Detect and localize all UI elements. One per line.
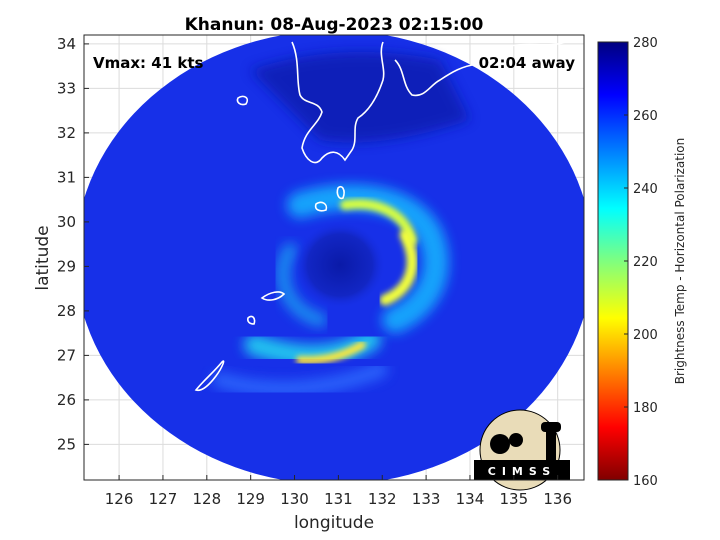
x-axis-label: longitude bbox=[294, 513, 374, 533]
cimss-logo-text: CIMSS bbox=[488, 465, 556, 478]
x-tick-label: 128 bbox=[192, 490, 221, 508]
x-tick-label: 133 bbox=[412, 490, 441, 508]
x-tick-label: 132 bbox=[368, 490, 397, 508]
kyushu-coast bbox=[291, 41, 385, 164]
colorbar-tick-label: 220 bbox=[633, 255, 658, 270]
rainband-east-yellow bbox=[379, 229, 418, 306]
rainband-outer-south bbox=[212, 362, 388, 397]
storm-eye bbox=[294, 221, 386, 309]
y-axis-ticks: 25 26 27 28 29 30 31 32 33 34 bbox=[57, 35, 89, 453]
colorbar-tick-label: 200 bbox=[633, 328, 658, 343]
y-tick-label: 28 bbox=[57, 302, 76, 320]
y-axis-label: latitude bbox=[33, 225, 53, 290]
y-tick-label: 31 bbox=[57, 168, 76, 186]
okinawa-coast bbox=[194, 360, 225, 392]
northern-cold-sector bbox=[250, 52, 470, 143]
tanegashima-coast bbox=[314, 201, 328, 212]
honshu-coast bbox=[509, 41, 567, 47]
y-tick-label: 29 bbox=[57, 257, 76, 275]
y-tick-label: 25 bbox=[57, 435, 76, 453]
x-tick-label: 129 bbox=[236, 490, 265, 508]
y-tick-label: 32 bbox=[57, 124, 76, 142]
y-tick-label: 33 bbox=[57, 79, 76, 97]
goto-coast bbox=[236, 95, 249, 106]
swath-layer bbox=[84, 35, 584, 480]
colorbar bbox=[597, 41, 629, 481]
coastlines bbox=[89, 41, 567, 455]
x-tick-label: 131 bbox=[324, 490, 353, 508]
chart-title: Khanun: 08-Aug-2023 02:15:00 bbox=[185, 15, 484, 35]
vmax-label: Vmax: 41 kts bbox=[93, 54, 203, 72]
shikoku-coast bbox=[394, 59, 479, 97]
x-tick-label: 126 bbox=[105, 490, 134, 508]
x-tick-label: 134 bbox=[456, 490, 485, 508]
x-tick-label: 130 bbox=[280, 490, 309, 508]
colorbar-tick-label: 280 bbox=[633, 36, 658, 51]
amami-coast bbox=[260, 291, 286, 301]
rainband-south-yellow bbox=[296, 341, 366, 365]
colorbar-ticks: 160 180 200 220 240 260 280 bbox=[624, 36, 658, 489]
colorbar-tick-label: 240 bbox=[633, 182, 658, 197]
colorbar-tick-label: 180 bbox=[633, 401, 658, 416]
x-axis-ticks: 126 127 128 129 130 131 132 133 134 135 136 bbox=[105, 475, 572, 508]
y-tick-label: 30 bbox=[57, 213, 76, 231]
taiwan-tip-coast bbox=[89, 447, 98, 455]
y-tick-label: 27 bbox=[57, 346, 76, 364]
x-tick-label: 136 bbox=[543, 490, 572, 508]
yakushima-coast bbox=[336, 185, 345, 200]
x-tick-label: 135 bbox=[500, 490, 529, 508]
colorbar-tick-label: 260 bbox=[633, 109, 658, 124]
y-tick-label: 34 bbox=[57, 35, 76, 53]
cimss-logo: CIMSS bbox=[474, 409, 570, 491]
rainband-west-cyan bbox=[276, 243, 327, 327]
colorbar-tick-label: 160 bbox=[633, 474, 658, 489]
plot-frame bbox=[83, 34, 585, 481]
colorbar-label: Brightness Temp - Horizontal Polarizatio… bbox=[673, 138, 687, 385]
okinoerabu-coast bbox=[247, 315, 256, 325]
x-tick-label: 127 bbox=[149, 490, 178, 508]
away-label: 02:04 away bbox=[479, 54, 576, 72]
y-tick-label: 26 bbox=[57, 391, 76, 409]
